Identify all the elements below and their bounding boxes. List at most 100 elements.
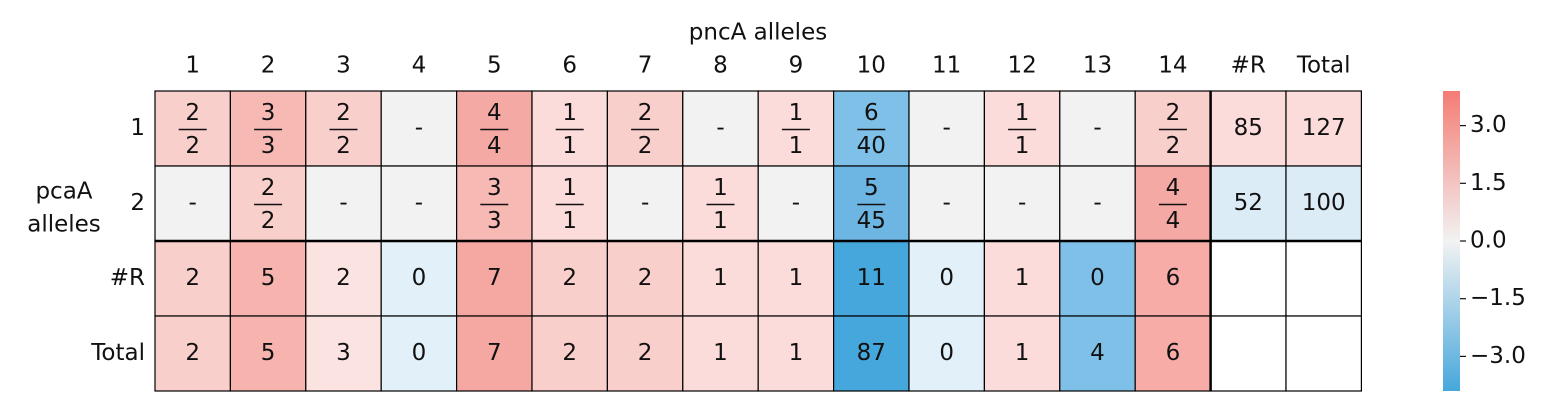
cell-value: 2 [638, 265, 653, 291]
cell [1209, 90, 1287, 167]
denominator: 2 [261, 208, 276, 234]
cell [682, 90, 759, 167]
cell-value: 100 [1302, 190, 1346, 216]
cell [606, 315, 684, 392]
cell [1134, 165, 1212, 242]
denominator: 40 [857, 133, 886, 159]
colorbar-tick-label: −1.5 [1470, 285, 1526, 311]
cell [832, 315, 910, 392]
row-label: 1 [130, 115, 145, 141]
numerator: 1 [1015, 100, 1030, 126]
denominator: 1 [562, 208, 577, 234]
cell [229, 90, 307, 167]
cell [531, 90, 609, 167]
denominator: 3 [487, 208, 502, 234]
denominator: 4 [1166, 208, 1181, 234]
cell-text: - [339, 190, 347, 216]
column-label: 1 [185, 53, 200, 79]
cell [456, 315, 533, 392]
column-label: 6 [562, 53, 577, 79]
denominator: 2 [638, 133, 653, 159]
cell [1059, 90, 1136, 167]
cell-value: 1 [1015, 340, 1030, 366]
cell [229, 165, 307, 242]
cell-value: 0 [1090, 265, 1105, 291]
cell-value: 2 [562, 340, 577, 366]
numerator: 5 [864, 175, 879, 201]
cell [832, 165, 910, 242]
row-label: 2 [130, 190, 145, 216]
cell [908, 90, 986, 167]
column-label: 3 [336, 53, 351, 79]
numerator: 4 [487, 100, 502, 126]
cell-value: 6 [1166, 340, 1181, 366]
numerator: 1 [562, 175, 577, 201]
numerator: 4 [1166, 175, 1181, 201]
numerator: 2 [1166, 100, 1181, 126]
cell-value: 1 [1015, 265, 1030, 291]
denominator: 1 [1015, 133, 1030, 159]
cell [380, 165, 458, 242]
cell-text: - [415, 190, 423, 216]
cell-text: - [1018, 190, 1026, 216]
column-label: 2 [261, 53, 276, 79]
column-label: 5 [487, 53, 502, 79]
colorbar-tick-label: −3.0 [1470, 343, 1526, 369]
cell [606, 90, 684, 167]
column-label: 13 [1083, 53, 1112, 79]
column-label: 10 [857, 53, 886, 79]
row-label: Total [90, 340, 145, 366]
cell-value: 87 [857, 340, 886, 366]
cell [983, 315, 1061, 392]
cell [305, 90, 382, 167]
cell [1059, 240, 1136, 317]
cell [682, 315, 759, 392]
column-label: #R [1231, 53, 1266, 79]
cell-value: 1 [789, 265, 804, 291]
denominator: 3 [261, 133, 276, 159]
cell-value: 6 [1166, 265, 1181, 291]
cell-value: 0 [412, 265, 427, 291]
numerator: 2 [336, 100, 351, 126]
cell-value: 85 [1234, 115, 1263, 141]
cell [757, 165, 835, 242]
denominator: 45 [857, 208, 886, 234]
denominator: 1 [562, 133, 577, 159]
cell [682, 240, 759, 317]
cell-text: - [716, 115, 724, 141]
cell-text: - [943, 190, 951, 216]
cell [456, 165, 533, 242]
cell [1285, 240, 1363, 317]
denominator: 2 [336, 133, 351, 159]
cell [154, 90, 232, 167]
numerator: 1 [789, 100, 804, 126]
cell [757, 315, 835, 392]
column-label: 14 [1158, 53, 1187, 79]
cell-text: - [189, 190, 197, 216]
cell [1285, 165, 1363, 242]
numerator: 2 [185, 100, 200, 126]
cell [682, 165, 759, 242]
cell [908, 165, 986, 242]
cell-value: 7 [487, 265, 502, 291]
cell [229, 315, 307, 392]
denominator: 4 [487, 133, 502, 159]
cell [380, 315, 458, 392]
column-title: pncA alleles [689, 20, 827, 46]
column-label: 12 [1007, 53, 1036, 79]
row-title: alleles [27, 212, 101, 238]
cell [983, 90, 1061, 167]
cell-value: 2 [185, 340, 200, 366]
cell [757, 240, 835, 317]
cell-value: 2 [185, 265, 200, 291]
numerator: 3 [261, 100, 276, 126]
cell [908, 240, 986, 317]
cell [1059, 315, 1136, 392]
cell-value: 5 [261, 340, 276, 366]
colorbar [1443, 91, 1460, 391]
colorbar-tick-label: 1.5 [1470, 170, 1507, 196]
cell [1209, 315, 1287, 392]
cell [983, 165, 1061, 242]
cell [1285, 90, 1363, 167]
